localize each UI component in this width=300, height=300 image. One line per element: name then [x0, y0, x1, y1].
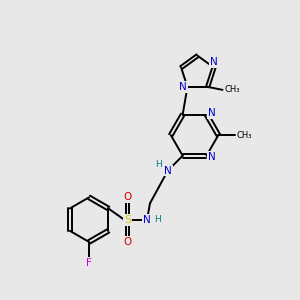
Text: CH₃: CH₃: [224, 85, 239, 94]
Text: H: H: [154, 160, 161, 169]
Text: CH₃: CH₃: [236, 130, 252, 140]
Text: O: O: [124, 237, 132, 247]
Text: N: N: [210, 57, 218, 67]
Text: N: N: [179, 82, 187, 92]
Text: N: N: [143, 214, 151, 225]
Text: H: H: [154, 215, 161, 224]
Text: F: F: [86, 258, 92, 268]
Text: O: O: [124, 192, 132, 202]
Text: S: S: [124, 214, 131, 225]
Text: N: N: [164, 166, 172, 176]
Text: N: N: [208, 152, 216, 162]
Text: N: N: [208, 108, 216, 118]
